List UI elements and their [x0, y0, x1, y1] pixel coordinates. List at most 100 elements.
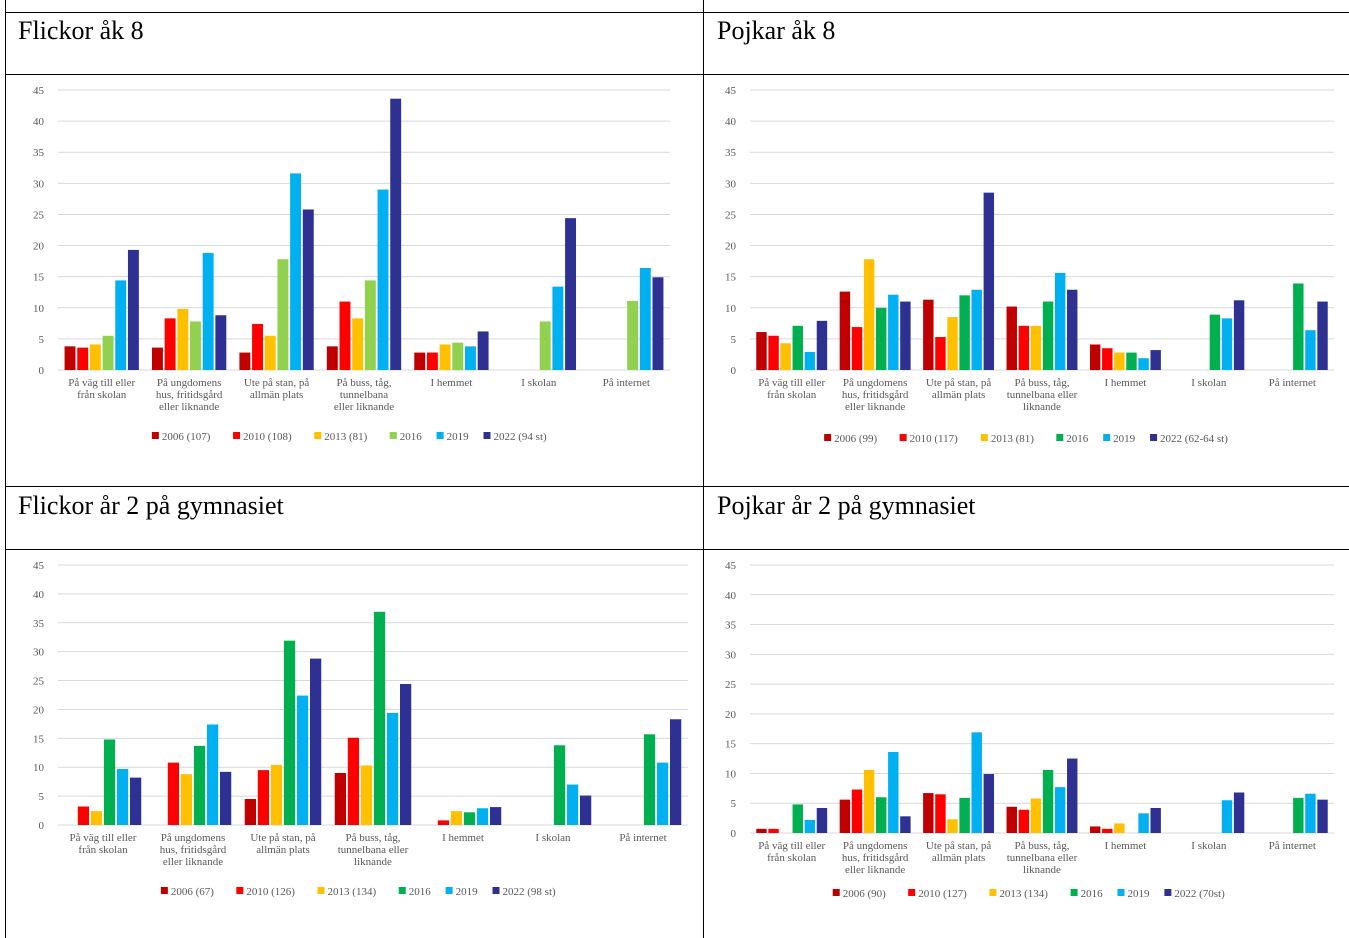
legend-swatch [314, 432, 322, 439]
legend-swatch [389, 432, 397, 439]
chart-girls-grade8: 0 5 10 15 20 25 30 35 40 45 På väg till eller från … [33, 85, 670, 443]
bar [565, 218, 577, 370]
y-tick-label: 35 [33, 147, 45, 159]
bar [816, 807, 828, 833]
bar [875, 797, 887, 833]
category-label: På ungdomens hus, fritidsgård eller liknan… [842, 840, 909, 876]
panel-title-boys-gymnasium-year2: Pojkar år 2 på gymnasiet [717, 491, 976, 520]
legend-label: 2019 [1113, 433, 1136, 445]
legend-swatch [445, 887, 453, 894]
bar [656, 762, 669, 825]
y-tick-label: 20 [33, 241, 45, 253]
bar [756, 828, 767, 833]
bar [252, 323, 264, 370]
bar [768, 335, 779, 370]
bar [839, 291, 851, 370]
category-label: I hemmet [442, 832, 484, 844]
y-tick-label: 15 [33, 272, 45, 284]
legend-swatch [436, 432, 444, 439]
bar [552, 286, 564, 370]
bar [566, 784, 579, 825]
legend-label: 2019 [1127, 888, 1150, 900]
bar [463, 812, 476, 825]
y-tick-label: 40 [33, 116, 45, 128]
legend-swatch [317, 887, 325, 894]
bar [283, 640, 296, 825]
title-row-divider-bottom [5, 549, 1349, 550]
legend-label: 2022 (70st) [1174, 888, 1225, 900]
y-tick-label: 15 [725, 272, 737, 284]
bar [239, 352, 251, 370]
legend-label: 2019 [447, 431, 470, 443]
bar [364, 280, 376, 370]
legend-label: 2013 (81) [324, 431, 367, 443]
bar [244, 799, 256, 825]
bar [1150, 807, 1161, 833]
legend-swatch [1164, 889, 1172, 896]
category-label: Ute på stan, på allmän plats [244, 377, 309, 401]
bar [804, 351, 816, 370]
category-label: På internet [619, 832, 666, 844]
bar [193, 745, 206, 825]
bar [414, 352, 426, 370]
y-tick-label: 5 [39, 334, 45, 346]
table-border-left [5, 0, 6, 938]
bar [923, 793, 934, 833]
legend-swatch [483, 432, 491, 439]
bar [290, 173, 302, 370]
bar [792, 325, 803, 370]
category-label: På buss, tåg, tunnelbana eller liknande [334, 377, 394, 413]
y-tick-label: 45 [725, 560, 737, 572]
legend-swatch [899, 434, 907, 441]
legend-swatch [236, 887, 244, 894]
bar [888, 294, 899, 370]
legend-swatch [398, 887, 406, 894]
bar [553, 745, 566, 825]
bar [264, 335, 276, 370]
y-tick-label: 45 [725, 85, 737, 97]
bar [190, 321, 201, 370]
bar [130, 777, 142, 825]
bar [490, 807, 502, 825]
bar [1089, 344, 1101, 370]
bar [400, 684, 412, 825]
legend-label: 2006 (90) [843, 888, 886, 900]
bar [923, 299, 934, 370]
category-label: I skolan [521, 377, 557, 389]
bar [792, 804, 803, 833]
y-tick-label: 5 [731, 334, 737, 346]
bar [102, 335, 114, 370]
bar [1221, 318, 1233, 370]
bar [1138, 813, 1149, 833]
y-tick-label: 35 [33, 618, 45, 630]
y-tick-label: 25 [725, 209, 737, 221]
bar [437, 820, 450, 825]
legend-swatch [1103, 434, 1111, 441]
y-tick-label: 0 [731, 365, 737, 377]
legend-label: 2006 (67) [171, 886, 214, 898]
bar [334, 773, 346, 825]
bar [77, 806, 90, 825]
bar [1233, 792, 1245, 833]
bar [390, 98, 402, 370]
bar [935, 337, 946, 370]
bar [116, 768, 129, 825]
category-label: På buss, tåg, tunnelbana eller liknande [1007, 377, 1078, 413]
y-tick-label: 35 [725, 620, 737, 632]
y-tick-label: 20 [33, 704, 45, 716]
category-label: Ute på stan, på allmän plats [926, 377, 991, 401]
legend-label: 2016 [400, 431, 423, 443]
y-tick-label: 10 [33, 303, 45, 315]
legend-label: 2013 (134) [328, 886, 377, 898]
bar [971, 732, 982, 833]
bar [1102, 348, 1113, 370]
bar [215, 315, 227, 370]
bar [1006, 306, 1017, 370]
bar [352, 318, 364, 370]
category-label: På internet [603, 377, 650, 389]
legend-swatch [980, 434, 988, 441]
y-tick-label: 40 [725, 590, 737, 602]
bar [373, 611, 386, 825]
bar [1030, 798, 1042, 833]
